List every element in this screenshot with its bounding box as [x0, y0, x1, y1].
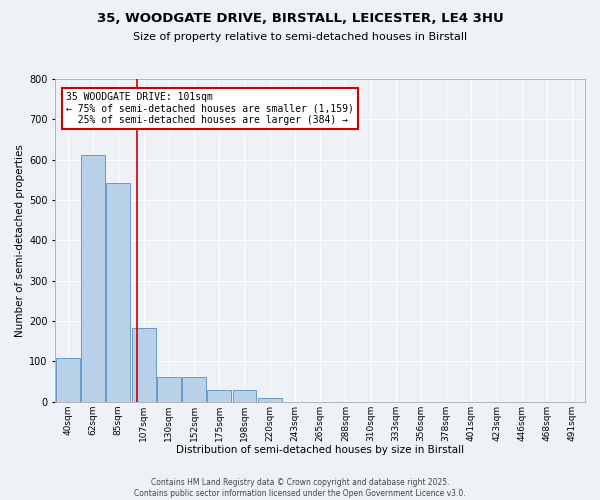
Bar [56, 358, 80, 402]
Bar [131, 328, 155, 402]
Text: 35, WOODGATE DRIVE, BIRSTALL, LEICESTER, LE4 3HU: 35, WOODGATE DRIVE, BIRSTALL, LEICESTER,… [97, 12, 503, 26]
Bar [81, 155, 105, 402]
Y-axis label: Number of semi-detached properties: Number of semi-detached properties [15, 144, 25, 337]
Text: Contains HM Land Registry data © Crown copyright and database right 2025.
Contai: Contains HM Land Registry data © Crown c… [134, 478, 466, 498]
Text: Size of property relative to semi-detached houses in Birstall: Size of property relative to semi-detach… [133, 32, 467, 42]
Bar [182, 376, 206, 402]
Text: 35 WOODGATE DRIVE: 101sqm
← 75% of semi-detached houses are smaller (1,159)
  25: 35 WOODGATE DRIVE: 101sqm ← 75% of semi-… [66, 92, 354, 125]
Bar [233, 390, 256, 402]
Bar [258, 398, 281, 402]
Bar [157, 376, 181, 402]
Bar [207, 390, 231, 402]
X-axis label: Distribution of semi-detached houses by size in Birstall: Distribution of semi-detached houses by … [176, 445, 464, 455]
Bar [106, 182, 130, 402]
